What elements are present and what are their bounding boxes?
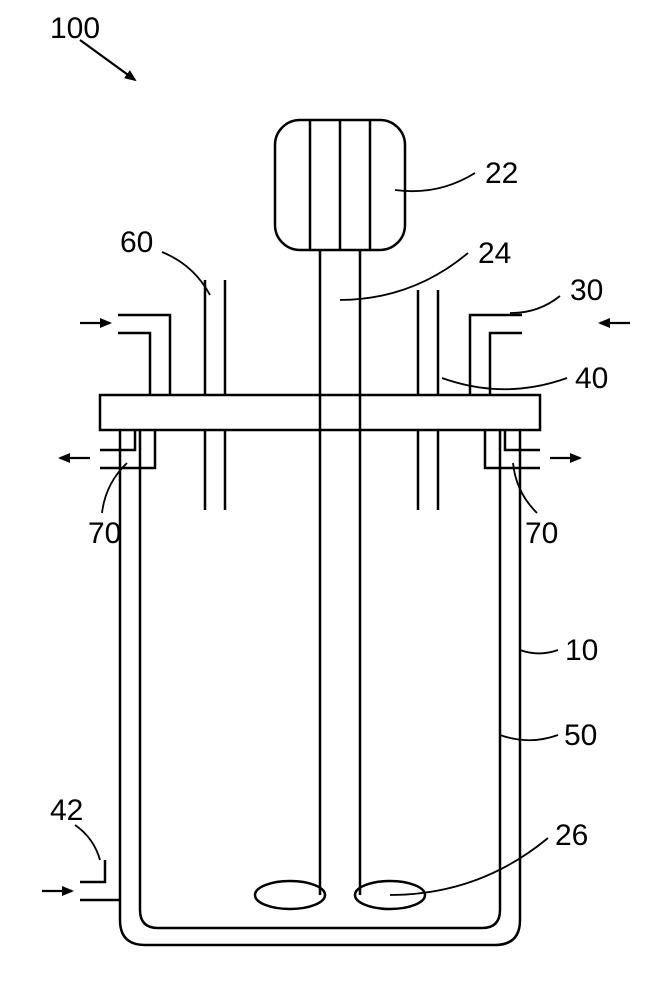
- label-impeller: 26: [555, 819, 588, 852]
- exhaust-port: [205, 280, 225, 395]
- baffle-left: [205, 430, 225, 510]
- label-assembly: 100: [50, 12, 100, 45]
- baffle-right: [418, 430, 438, 510]
- inlet-pipe-left: [118, 315, 170, 395]
- leader-line: [442, 378, 567, 389]
- inlet-pipe-right: [470, 315, 522, 395]
- baffle-top-right: [418, 290, 438, 395]
- motor-housing: [275, 120, 405, 250]
- outlet-port-right: [485, 430, 540, 468]
- leader-line: [520, 650, 558, 653]
- leader-line: [162, 252, 210, 295]
- label-coolant-inlet: 42: [50, 794, 83, 827]
- coolant-inlet: [80, 860, 120, 900]
- leader-line: [395, 173, 475, 191]
- label-exhaust: 60: [120, 226, 153, 259]
- leader-line: [390, 838, 548, 895]
- reactor-diagram: 100: [0, 0, 662, 1000]
- label-shaft: 24: [478, 237, 511, 270]
- leader-line: [75, 825, 100, 860]
- label-outer-vessel: 10: [565, 634, 598, 667]
- leader-line: [510, 296, 560, 313]
- label-baffle: 40: [575, 362, 608, 395]
- outlet-port-left: [100, 430, 155, 468]
- label-outlet-right: 70: [525, 517, 558, 550]
- agitator-shaft: [320, 250, 360, 895]
- label-outlet-left: 70: [88, 517, 121, 550]
- leader-line: [513, 463, 537, 513]
- label-motor: 22: [485, 157, 518, 190]
- label-inner-vessel: 50: [564, 719, 597, 752]
- leader-line: [500, 735, 558, 740]
- flow-arrow: [80, 40, 135, 80]
- label-inlet-right: 30: [570, 274, 603, 307]
- leader-line: [102, 463, 127, 513]
